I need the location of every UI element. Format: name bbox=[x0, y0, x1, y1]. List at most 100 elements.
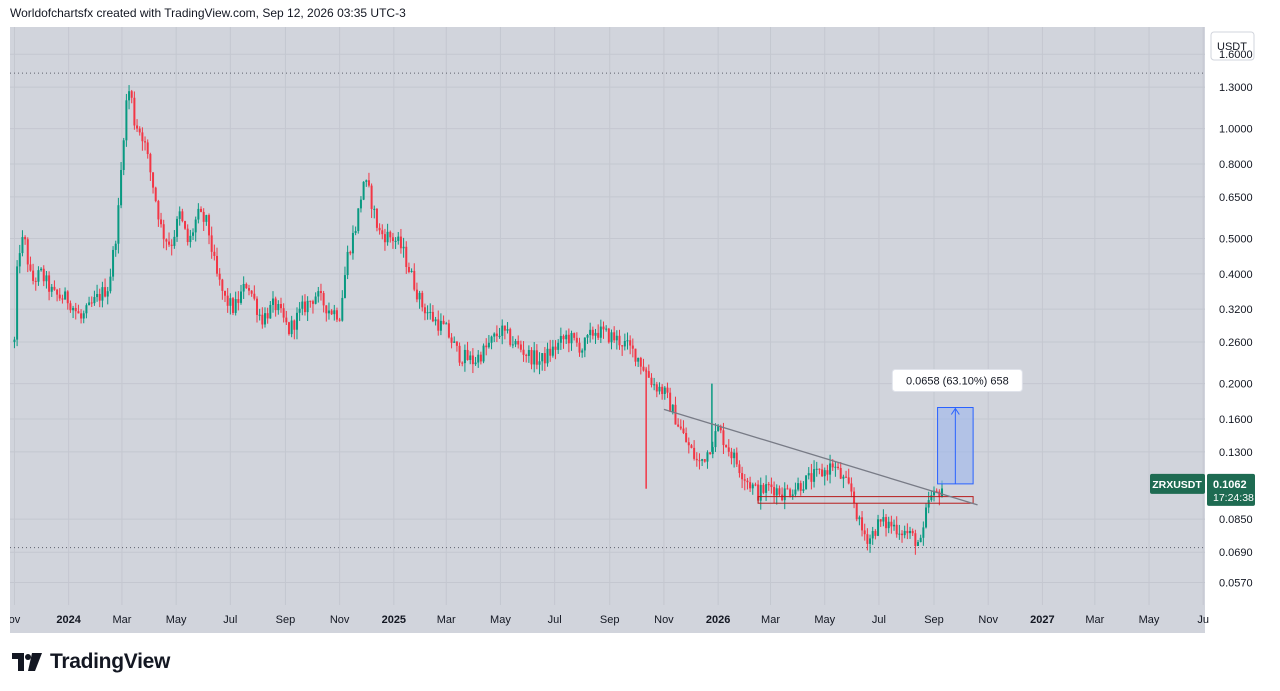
candle-body bbox=[885, 517, 888, 529]
candle-body bbox=[511, 344, 514, 346]
candle-body bbox=[909, 530, 912, 534]
candle-body bbox=[781, 494, 784, 501]
candle-body bbox=[50, 286, 53, 292]
candle-body bbox=[522, 349, 525, 355]
candle-body bbox=[802, 489, 805, 491]
candle-body bbox=[56, 289, 59, 295]
candle-body bbox=[879, 519, 882, 522]
candle-body bbox=[773, 487, 776, 496]
candle-body bbox=[248, 288, 250, 291]
candle-body bbox=[527, 350, 530, 356]
candle-body bbox=[815, 468, 818, 470]
candle-body bbox=[224, 290, 227, 296]
candle-body bbox=[106, 291, 109, 297]
candle-body bbox=[629, 340, 632, 346]
candle-body bbox=[789, 489, 792, 496]
price-tick-label: 0.2000 bbox=[1219, 379, 1253, 391]
candle-body bbox=[178, 211, 181, 219]
candle-body bbox=[314, 296, 317, 304]
candle-body bbox=[461, 362, 464, 364]
candle-body bbox=[437, 319, 440, 331]
candle-body bbox=[791, 494, 794, 496]
candle-body bbox=[146, 142, 149, 155]
candle-body bbox=[226, 295, 229, 306]
candle-body bbox=[530, 350, 533, 365]
candle-body bbox=[330, 310, 333, 315]
candle-body bbox=[128, 91, 131, 101]
candle-body bbox=[306, 300, 309, 313]
candle-body bbox=[871, 531, 874, 539]
candle-body bbox=[237, 299, 240, 303]
drawings-layer[interactable]: 0.0658 (63.10%) 658 bbox=[663, 369, 1023, 506]
candle-body bbox=[93, 297, 96, 304]
candle-body bbox=[61, 298, 64, 300]
candle-body bbox=[469, 355, 472, 360]
candle-body bbox=[794, 489, 797, 495]
candle-body bbox=[18, 253, 21, 267]
candle-body bbox=[786, 488, 789, 490]
candle-body bbox=[922, 527, 925, 538]
candle-body bbox=[463, 349, 466, 364]
candle-body bbox=[799, 483, 802, 491]
candle-body bbox=[933, 490, 936, 496]
plot-background bbox=[10, 27, 1270, 633]
candle-body bbox=[354, 231, 357, 233]
candle-body bbox=[845, 476, 848, 478]
candle-body bbox=[887, 521, 890, 529]
candle-body bbox=[359, 199, 362, 209]
candle-body bbox=[901, 533, 904, 536]
bar-countdown: 17:24:38 bbox=[1213, 492, 1254, 504]
candle-body bbox=[16, 266, 19, 340]
candle-body bbox=[311, 301, 314, 304]
candle-body bbox=[290, 320, 293, 335]
candle-body bbox=[778, 488, 781, 495]
time-axis[interactable]: ov 2024 Mar May Jul Sep Nov 2025 Mar May Jul Sep Nov… bbox=[10, 605, 1209, 633]
candle-body bbox=[743, 479, 746, 481]
candle-body bbox=[751, 484, 754, 489]
candle-body bbox=[589, 329, 592, 336]
candle-body bbox=[509, 329, 512, 345]
candle-body bbox=[671, 404, 674, 412]
time-tick-label: May bbox=[814, 614, 835, 626]
candle-body bbox=[74, 307, 77, 312]
brand-name: TradingView bbox=[50, 650, 171, 673]
candle-body bbox=[298, 308, 301, 313]
candle-body bbox=[602, 326, 605, 330]
candle-body bbox=[255, 298, 258, 315]
candle-body bbox=[327, 310, 330, 314]
candle-body bbox=[647, 371, 650, 378]
candle-body bbox=[583, 337, 586, 351]
candle-body bbox=[762, 484, 765, 493]
candle-body bbox=[687, 442, 690, 446]
candle-body bbox=[176, 218, 179, 237]
candle-body bbox=[378, 227, 381, 231]
candle-body bbox=[69, 303, 72, 311]
candle-body bbox=[218, 273, 221, 280]
candle-body bbox=[338, 319, 341, 321]
candle-body bbox=[578, 342, 581, 353]
candle-body bbox=[277, 304, 280, 311]
candle-body bbox=[341, 297, 344, 321]
candle-body bbox=[98, 293, 101, 301]
candle-body bbox=[112, 249, 115, 277]
candle-body bbox=[890, 521, 893, 527]
candle-body bbox=[717, 426, 720, 432]
candle-body bbox=[917, 542, 920, 546]
candle-body bbox=[682, 428, 685, 433]
candle-body bbox=[634, 348, 637, 362]
candle-body bbox=[821, 469, 824, 477]
candle-body bbox=[136, 125, 139, 129]
candle-body bbox=[690, 445, 693, 448]
candle-body bbox=[285, 317, 288, 323]
candle-body bbox=[623, 340, 626, 347]
time-tick-label: Sep bbox=[924, 614, 944, 626]
last-price-badge bbox=[1207, 473, 1255, 506]
candle-body bbox=[549, 348, 552, 356]
candle-body bbox=[349, 251, 352, 254]
candle-body bbox=[138, 128, 141, 133]
candle-body bbox=[738, 464, 741, 474]
candle-body bbox=[639, 357, 642, 367]
candle-body bbox=[685, 432, 688, 443]
